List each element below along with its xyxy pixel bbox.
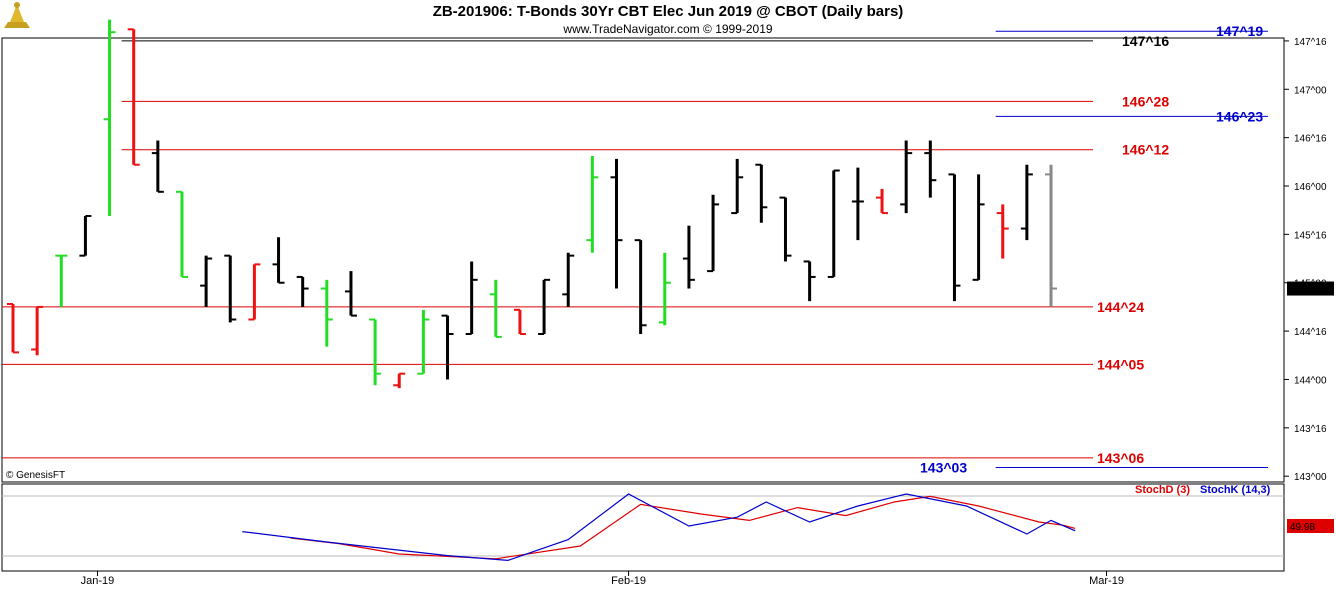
ohlc-bar — [7, 303, 19, 354]
ohlc-bar — [369, 318, 382, 386]
ohlc-bar — [320, 279, 333, 347]
ohlc-bar — [634, 239, 647, 334]
ohlc-bar — [224, 254, 237, 323]
ohlc-bar — [851, 167, 864, 241]
ohlc-bar — [731, 158, 744, 215]
ohlc-bar — [682, 225, 695, 289]
ohlc-bar — [248, 263, 261, 321]
y-tick-label: 145^16 — [1294, 230, 1327, 241]
level-label: 146^23 — [1216, 108, 1263, 124]
ohlc-bar — [538, 278, 551, 335]
ohlc-bar — [344, 271, 357, 317]
stochd-line — [290, 495, 1076, 560]
ohlc-bar — [610, 158, 623, 289]
y-tick-label: 144^00 — [1294, 375, 1327, 386]
ohlc-bar — [127, 28, 140, 166]
ohlc-bar — [151, 140, 164, 193]
last-price-label: 144^30 — [1290, 285, 1323, 296]
level-label: 147^16 — [1122, 33, 1169, 49]
ohlc-bar — [707, 194, 720, 273]
level-lines: 147^16 146^28 146^12 144^24 144^05 143^06 147^… — [2, 23, 1268, 475]
ohlc-bar — [586, 156, 599, 253]
ohlc-bar — [465, 261, 478, 335]
ohlc-bar — [658, 252, 671, 326]
ohlc-bar — [803, 260, 816, 302]
copyright-label: © GenesisFT — [6, 470, 65, 481]
y-tick-label: 147^16 — [1294, 37, 1327, 48]
x-axis: Jan-19 Feb-19 Mar-19 — [81, 571, 1124, 587]
logo-icon — [4, 2, 30, 28]
ohlc-bar — [417, 309, 430, 375]
ohlc-bar — [393, 372, 406, 389]
y-tick-label: 146^00 — [1294, 182, 1327, 193]
ohlc-bar — [79, 214, 92, 257]
ohlc-bar — [296, 275, 309, 307]
ohlc-bar — [948, 173, 961, 302]
level-label: 143^03 — [920, 459, 967, 475]
ohlc-bar — [200, 255, 213, 307]
ohlc-bar — [441, 314, 454, 380]
level-label: 147^19 — [1216, 23, 1263, 39]
ohlc-bar — [175, 190, 188, 278]
ohlc-bar — [272, 237, 285, 284]
level-label: 143^06 — [1097, 450, 1144, 466]
y-tick-label: 146^16 — [1294, 134, 1327, 145]
ohlc-bar — [755, 163, 768, 223]
ohlc-bar — [489, 279, 502, 338]
ohlc-bar — [31, 305, 44, 356]
x-tick-label: Mar-19 — [1089, 575, 1124, 587]
level-label: 146^28 — [1122, 93, 1169, 109]
level-label: 146^12 — [1122, 142, 1169, 158]
last-price-tag — [1287, 281, 1334, 296]
stoch-value-label: 49.98 — [1290, 522, 1315, 533]
x-tick-label: Feb-19 — [611, 575, 646, 587]
y-axis: 147^16147^00146^16146^00145^16145^00144^… — [1284, 37, 1334, 483]
ohlc-bar — [513, 308, 526, 335]
ohlc-bar — [827, 169, 840, 278]
oscillator-panel — [1, 483, 1285, 572]
ohlc-bar — [996, 204, 1009, 259]
y-tick-label: 143^16 — [1294, 424, 1327, 435]
stoch-value-tag — [1287, 519, 1334, 533]
x-tick-label: Jan-19 — [81, 575, 115, 587]
chart-title: ZB-201906: T-Bonds 30Yr CBT Elec Jun 201… — [433, 3, 904, 20]
ohlc-bar — [55, 254, 68, 307]
level-label: 144^24 — [1097, 299, 1144, 315]
level-label: 144^05 — [1097, 356, 1144, 372]
ohlc-bar — [924, 140, 937, 198]
ohlc-bar — [103, 19, 116, 216]
ohlc-bar — [972, 174, 985, 281]
chart-subtitle: www.TradeNavigator.com © 1999-2019 — [562, 22, 772, 36]
y-tick-label: 144^16 — [1294, 327, 1327, 338]
ohlc-bar — [1045, 164, 1058, 307]
ohlc-bar — [876, 188, 889, 215]
ohlc-bar — [562, 252, 575, 307]
ohlc-bar — [900, 140, 913, 214]
stochk-legend: StochK (14,3) — [1200, 484, 1271, 496]
y-tick-label: 147^00 — [1294, 85, 1327, 96]
ohlc-bar — [779, 196, 792, 262]
ohlc-bar — [1020, 164, 1033, 241]
price-panel — [1, 37, 1285, 483]
stochastic-oscillator: StochD (3) StochK (14,3) 49.98 — [242, 484, 1334, 562]
ohlc-bars — [7, 19, 1058, 389]
stochd-legend: StochD (3) — [1135, 484, 1190, 496]
stochk-line — [242, 493, 1076, 562]
y-tick-label: 143^00 — [1294, 472, 1327, 483]
